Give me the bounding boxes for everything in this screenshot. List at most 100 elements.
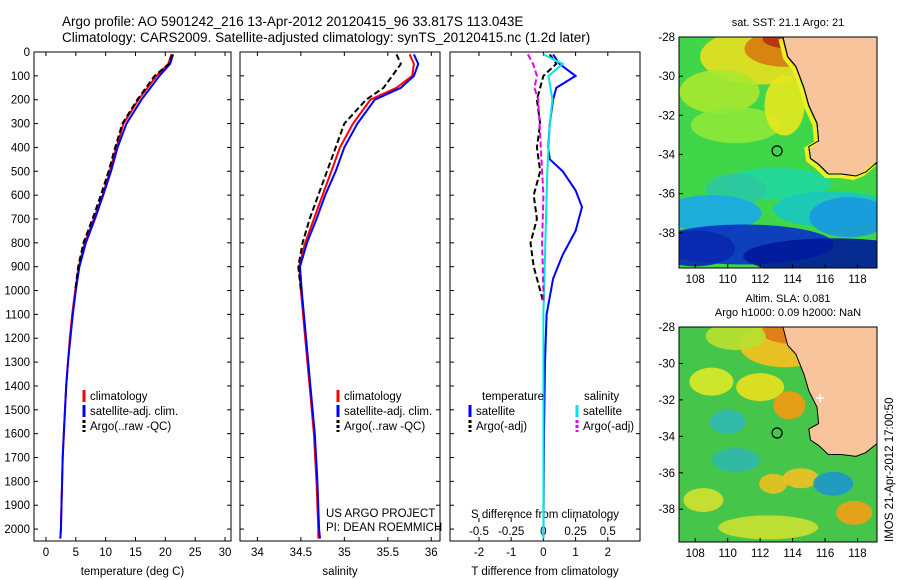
y-tick-label: 1800 (4, 476, 30, 488)
x2-tick-label: 0.25 (564, 526, 586, 538)
x-axis-label: T difference from climatology (471, 566, 618, 578)
series-line-2 (529, 53, 558, 303)
sla-patch (689, 367, 734, 396)
map-x-tick-label: 114 (783, 274, 802, 286)
land-area (782, 327, 877, 457)
map-x-tick-label: 110 (719, 274, 737, 286)
map-x-tick-label: 114 (783, 548, 802, 560)
sst-patch (679, 69, 760, 114)
series-line-1 (542, 53, 584, 539)
map-y-tick-label: -34 (658, 149, 675, 161)
x-tick-label: 20 (159, 547, 172, 559)
x-tick-label: 10 (99, 547, 112, 559)
x-tick-label: 30 (219, 547, 232, 559)
map-y-tick-label: -32 (658, 110, 675, 122)
series-line-3 (297, 53, 403, 291)
y-tick-label: 900 (11, 262, 30, 274)
x-tick-label: 0 (43, 547, 49, 559)
map-y-tick-label: -30 (658, 71, 675, 83)
x2-tick-label: -0.5 (469, 526, 489, 538)
legend-heading: temperature (482, 391, 544, 403)
map-frame (678, 36, 878, 269)
y-tick-label: 1700 (4, 453, 30, 465)
map-panel-2: 108 110 112 114 116 118 -28 -30 -32 -34 -36 -38 Alti… (658, 293, 878, 560)
legend-heading: salinity (584, 391, 619, 403)
map-title: Altim. SLA: 0.081 (746, 293, 831, 305)
legend-label: satellite (476, 406, 515, 418)
sla-patch (773, 391, 806, 420)
y-tick-label: 700 (11, 214, 30, 226)
y-tick-label: 1100 (5, 309, 30, 321)
y-tick-label: 1300 (4, 357, 30, 369)
legend-label: satellite-adj. clim. (344, 406, 432, 418)
x2-axis-label: S difference from climatology (471, 509, 619, 521)
x-tick-label: -2 (474, 547, 484, 559)
sla-patch (782, 468, 819, 489)
legend-label: climatology (344, 391, 402, 403)
argo-float-marker (771, 427, 783, 439)
x-tick-label: 35 (338, 547, 351, 559)
y-tick-label: 1400 (4, 381, 30, 393)
x2-tick-label: -0.25 (498, 526, 524, 538)
figure-title-line1: Argo profile: AO 5901242_216 13-Apr-2012… (62, 14, 524, 29)
map-y-tick-label: -38 (658, 504, 675, 516)
map-x-tick-label: 108 (686, 548, 705, 560)
legend-label: Argo(..raw -QC) (344, 421, 425, 433)
y-tick-label: 1500 (4, 405, 30, 417)
plot-frame-3 (449, 51, 641, 542)
map-y-tick-label: -38 (658, 228, 675, 240)
y-tick-label: 2000 (4, 524, 30, 536)
y-tick-label: 300 (11, 119, 30, 131)
map-x-tick-label: 118 (848, 548, 866, 560)
y-tick-label: 1200 (4, 333, 30, 345)
map-y-tick-label: -30 (658, 358, 675, 370)
plot-frame-1 (33, 51, 232, 542)
series-line-2 (298, 53, 420, 539)
x-tick-label: 25 (189, 547, 202, 559)
y-tick-label: 800 (11, 238, 30, 250)
x-axis-label: temperature (deg C) (81, 566, 185, 578)
map-field (679, 327, 877, 542)
sst-patch (809, 197, 877, 238)
map-y-tick-label: -36 (658, 468, 675, 480)
map-x-tick-label: 116 (816, 274, 834, 286)
legend-label: satellite (583, 406, 622, 418)
argo-float-marker (771, 145, 783, 157)
sla-patch (813, 471, 854, 496)
map-y-tick-label: -34 (658, 431, 675, 443)
x-axis-label: salinity (322, 566, 357, 578)
x2-tick-label: 0.5 (600, 526, 616, 538)
legend-label: satellite-adj. clim. (90, 406, 178, 418)
plot-frame-2 (239, 51, 441, 542)
annotation-project: US ARGO PROJECT (326, 508, 435, 520)
map-y-tick-label: -32 (658, 395, 675, 407)
map-y-tick-label: -28 (658, 322, 675, 334)
sla-patch (705, 327, 766, 351)
annotation-pi: PI: DEAN ROEMMICH (326, 522, 442, 534)
series-line-2 (59, 54, 175, 539)
x-tick-label: 34 (251, 547, 264, 559)
sst-patch (743, 238, 877, 268)
map-x-tick-label: 108 (686, 274, 705, 286)
sla-patch (709, 409, 746, 434)
x-tick-label: 35.5 (377, 547, 399, 559)
x-tick-label: 34.5 (290, 547, 312, 559)
map-title: Argo h1000: 0.09 h2000: NaN (715, 307, 861, 319)
x-tick-label: 2 (605, 547, 611, 559)
x-tick-label: -1 (506, 547, 516, 559)
map-x-tick-label: 118 (848, 274, 866, 286)
map-panel-1: 108 110 112 114 116 118 -28 -30 -32 -34 -36 -38 sat.… (658, 17, 878, 286)
y-tick-label: 100 (11, 71, 30, 83)
y-tick-label: 0 (24, 47, 30, 59)
legend-label: climatology (90, 391, 148, 403)
y-tick-label: 200 (11, 95, 30, 107)
y-tick-label: 1900 (4, 500, 30, 512)
y-tick-label: 600 (11, 190, 30, 202)
map-field (679, 37, 877, 268)
sla-patch (711, 448, 760, 473)
map-frame (678, 326, 878, 543)
x-tick-label: 15 (129, 547, 142, 559)
timestamp-label: IMOS 21-Apr-2012 17:00:50 (884, 398, 896, 542)
x-tick-label: 36 (425, 547, 438, 559)
